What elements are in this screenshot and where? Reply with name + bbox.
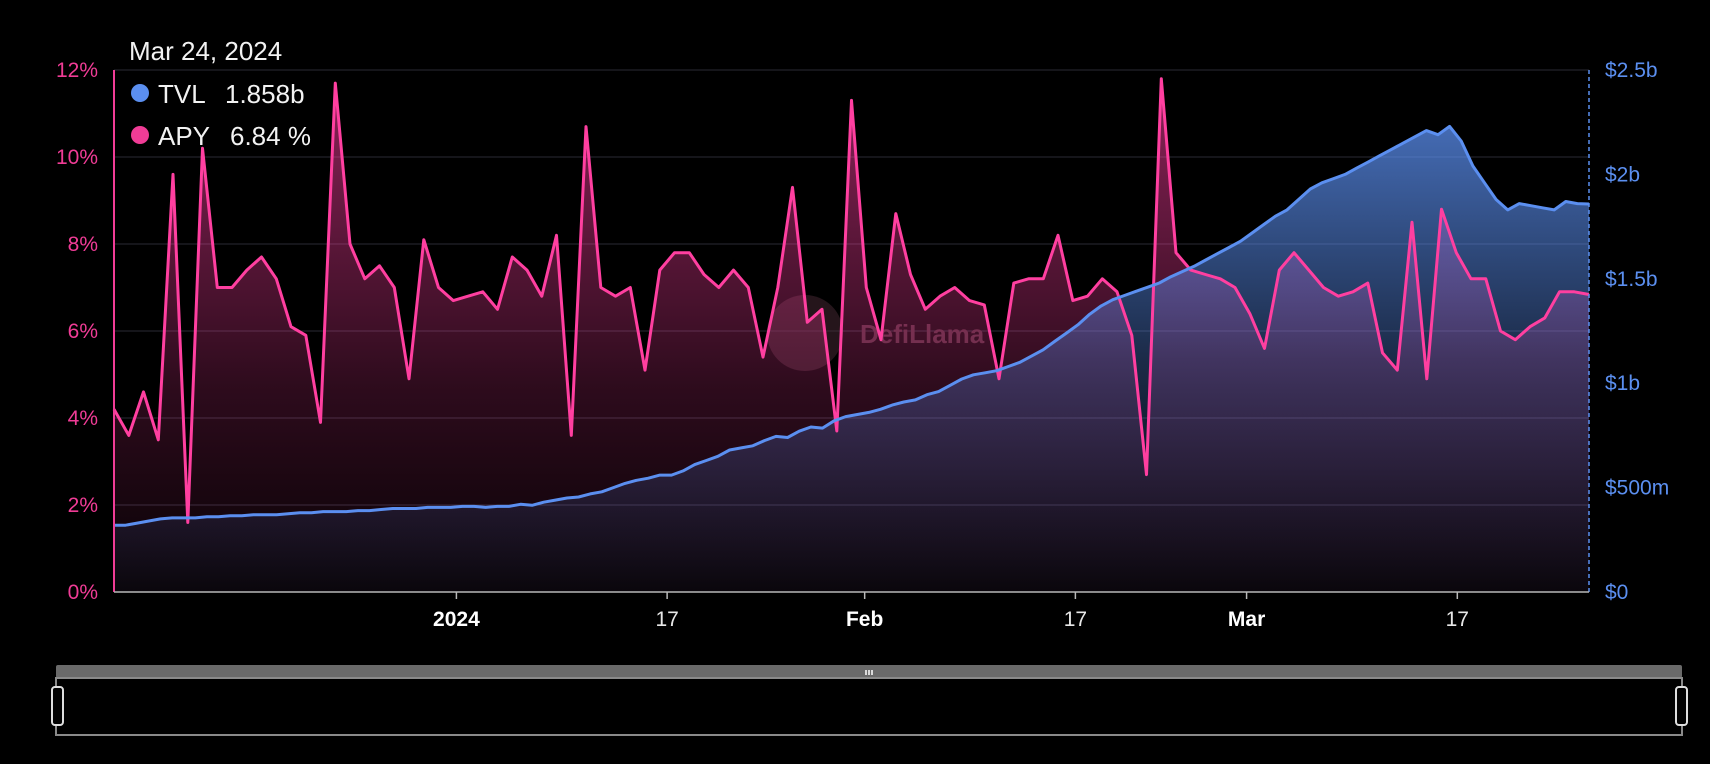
zoom-slider-right-handle[interactable] [1675,686,1688,726]
apy-line [112,77,1590,524]
apy-legend-dot [131,126,149,144]
left-tick-label: 0% [68,581,98,604]
left-tick-label: 8% [68,233,98,256]
tooltip-date: Mar 24, 2024 [129,36,282,66]
x-tick-label: 17 [1446,608,1469,631]
tooltip-apy-value: 6.84 % [230,121,311,151]
left-tick-label: 10% [56,146,98,169]
x-tick-label: 17 [655,608,678,631]
tvl-legend-dot [131,84,149,102]
left-tick-label: 4% [68,407,98,430]
right-tick-label: $0 [1605,581,1628,604]
series-areas [114,78,1589,593]
right-tick-label: $2b [1605,163,1640,186]
tooltip-tvl-name: TVL [158,79,206,109]
left-axis-ticks: 0% 2% 4% 6% 8% 10% 12% [56,59,98,604]
tooltip: Mar 24, 2024 TVL 1.858b APY 6.84 % [129,36,311,151]
x-axis-ticks: 2024 17 Feb 17 Mar 17 [433,592,1469,631]
left-tick-label: 6% [68,320,98,343]
right-tick-label: $500m [1605,477,1669,500]
zoom-slider-left-handle[interactable] [51,686,64,726]
left-tick-label: 12% [56,59,98,82]
tvl-area [114,126,1589,593]
tooltip-tvl-value: 1.858b [225,79,305,109]
right-tick-label: $1b [1605,372,1640,395]
tooltip-apy-name: APY [158,121,210,151]
zoom-slider[interactable] [51,665,1688,736]
x-tick-label: Feb [846,608,883,631]
left-tick-label: 2% [68,494,98,517]
tvl-line [114,124,1590,527]
x-tick-label: 17 [1064,608,1087,631]
zoom-slider-window[interactable] [55,677,1683,736]
series-lines [112,77,1590,527]
right-tick-label: $2.5b [1605,59,1658,82]
right-axis-ticks: $0 $500m $1b $1.5b $2b $2.5b [1605,59,1669,604]
x-tick-label: Mar [1228,608,1265,631]
right-tick-label: $1.5b [1605,268,1658,291]
x-tick-label: 2024 [433,608,480,631]
